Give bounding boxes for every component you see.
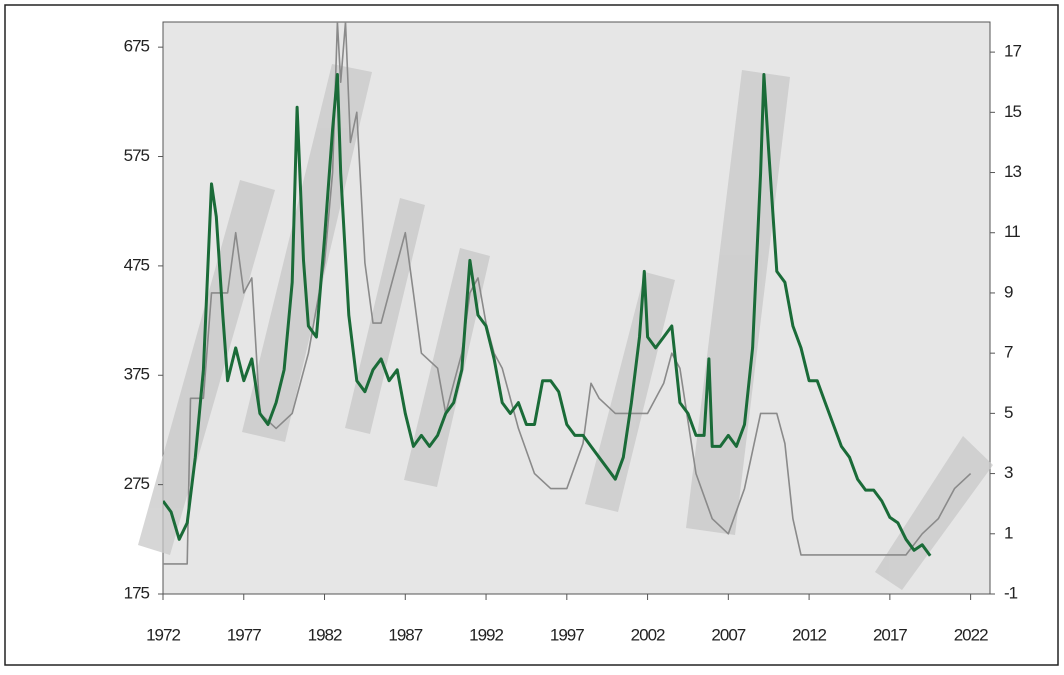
x-tick-label: 1992 <box>469 625 503 644</box>
trend-band <box>345 198 425 434</box>
y-tick-label: 575 <box>124 146 150 165</box>
y2-tick-label: 9 <box>1004 282 1013 301</box>
y2-tick-label: -1 <box>1004 583 1018 602</box>
series-line <box>163 22 972 565</box>
y2-tick-label: 1 <box>1004 523 1013 542</box>
y-tick-label: 475 <box>124 255 150 274</box>
y2-tick-label: 17 <box>1004 42 1021 61</box>
x-tick-label: 1977 <box>227 625 261 644</box>
x-tick-label: 2022 <box>954 625 988 644</box>
x-tick-label: 1982 <box>308 625 342 644</box>
y-tick-label: 675 <box>124 37 150 56</box>
y2-tick-label: 13 <box>1004 162 1021 181</box>
y-tick-label: 275 <box>124 474 150 493</box>
y-tick-label: 375 <box>124 365 150 384</box>
x-tick-label: 2002 <box>631 625 665 644</box>
x-tick-label: 2007 <box>711 625 745 644</box>
y2-tick-label: 7 <box>1004 343 1013 362</box>
trend-band <box>875 436 993 590</box>
y2-tick-label: 15 <box>1004 102 1021 121</box>
x-tick-label: 1997 <box>550 625 584 644</box>
y2-tick-label: 5 <box>1004 403 1013 422</box>
y-tick-label: 175 <box>124 583 150 602</box>
x-tick-label: 2012 <box>792 625 826 644</box>
x-tick-label: 2017 <box>873 625 907 644</box>
series-line <box>163 73 932 557</box>
x-tick-label: 1972 <box>146 625 180 644</box>
trend-band <box>585 272 675 512</box>
y2-tick-label: 3 <box>1004 463 1013 482</box>
y2-tick-label: 11 <box>1004 222 1020 241</box>
x-tick-label: 1987 <box>388 625 422 644</box>
